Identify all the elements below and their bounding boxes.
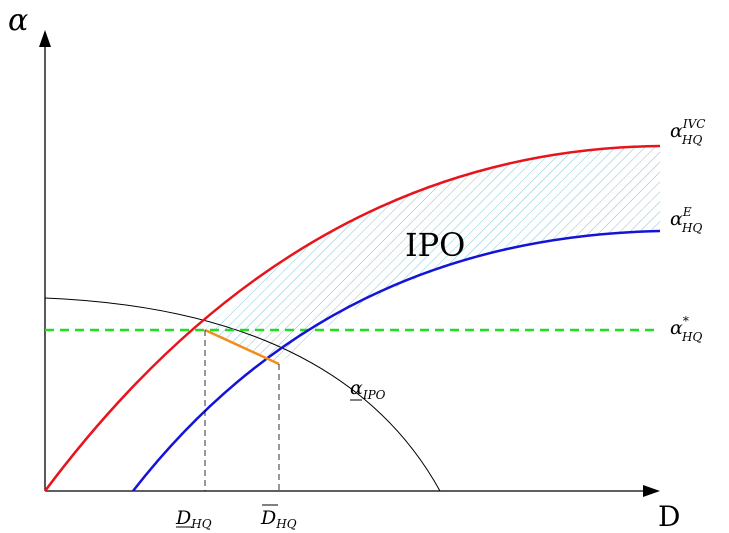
tick-d-low: DHQ (175, 507, 212, 531)
ipo-region-label: IPO (405, 226, 465, 264)
svg-text:αIPO: αIPO (350, 377, 386, 402)
alpha-ivc-curve (43, 144, 661, 492)
svg-text:DHQ: DHQ (260, 507, 297, 531)
label-alpha-e: αE HQ (670, 205, 702, 235)
label-alpha-ivc: αIVC HQ (670, 117, 705, 147)
tick-d-high: DHQ (260, 504, 297, 531)
y-axis-label: α (8, 3, 28, 38)
label-alpha-ipo: αIPO (350, 377, 386, 402)
x-axis-label: D (658, 500, 680, 533)
x-axis-arrow (643, 485, 660, 497)
alpha-ipo-curve (44, 297, 441, 492)
orange-segment (204, 328, 280, 366)
y-axis-arrow (39, 30, 51, 47)
alpha-e-curve (132, 229, 661, 492)
ipo-region-hatch (205, 146, 660, 364)
axes (39, 30, 660, 497)
label-alpha-star: α* HQ (670, 314, 702, 344)
svg-text:DHQ: DHQ (175, 507, 212, 531)
